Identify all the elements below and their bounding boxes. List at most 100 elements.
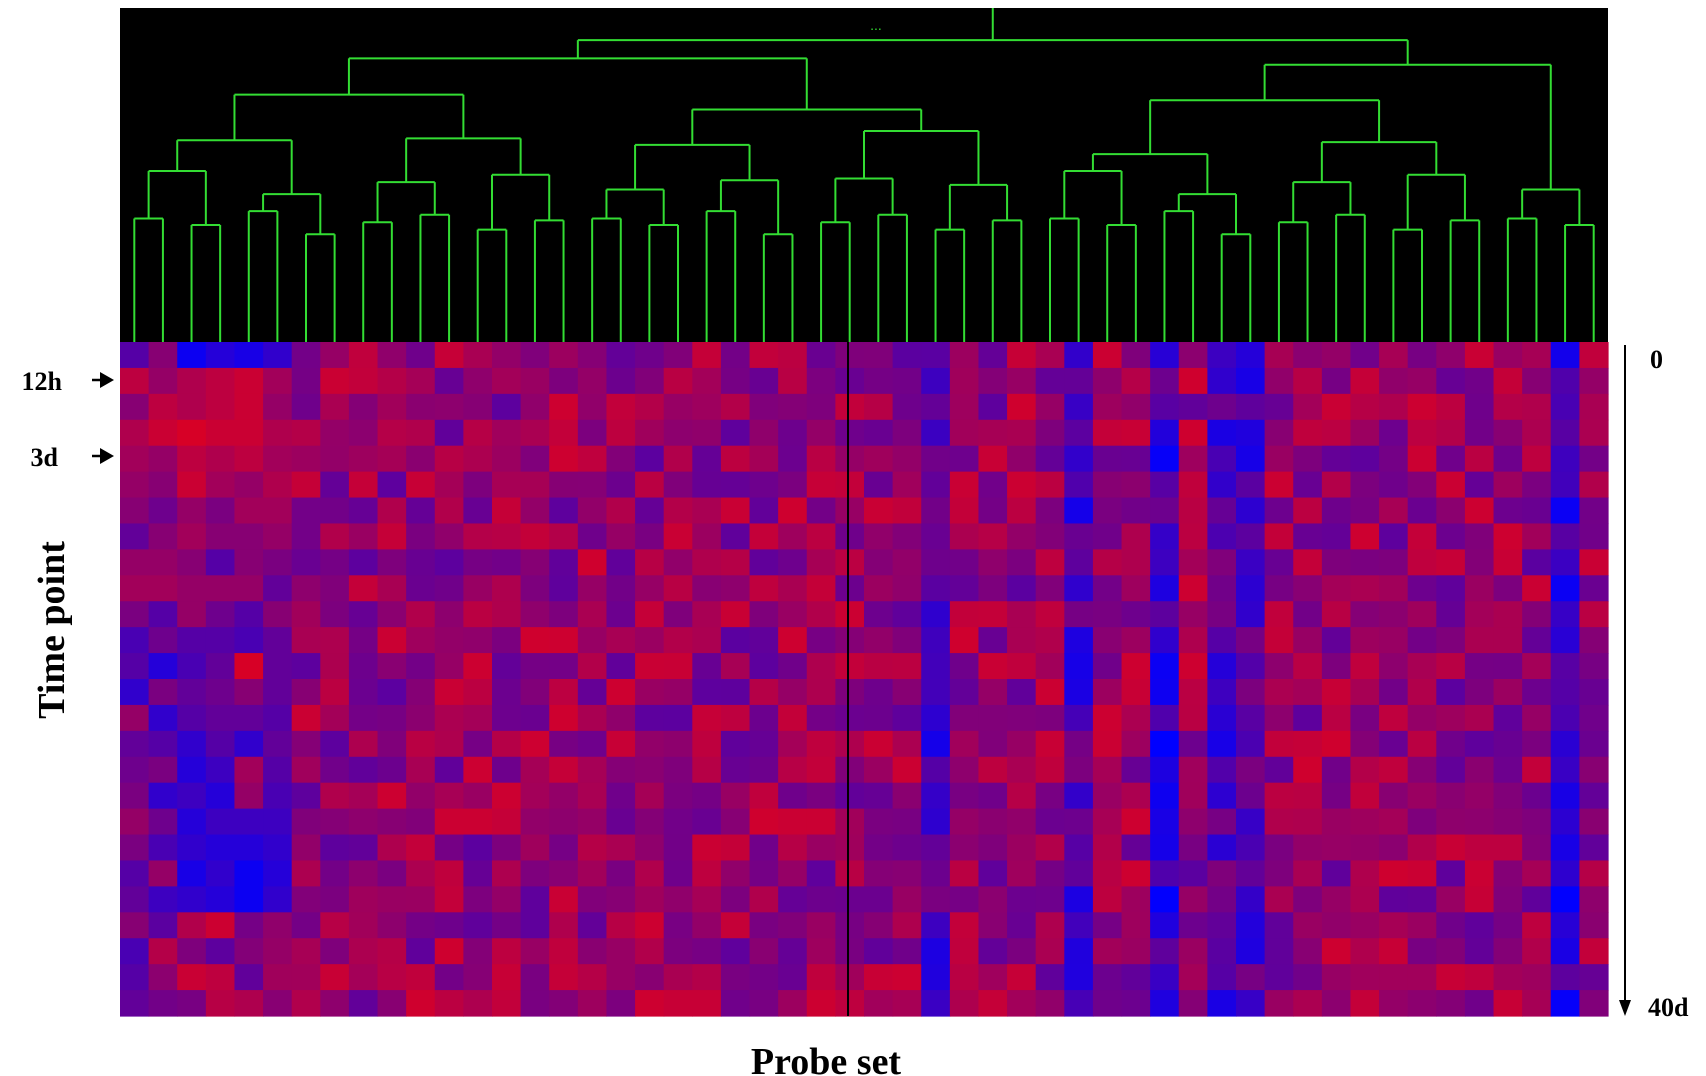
heatmap-cell bbox=[1293, 627, 1323, 654]
heatmap-cell bbox=[205, 730, 236, 758]
heatmap-cell bbox=[1092, 653, 1123, 680]
heatmap-cell bbox=[1035, 393, 1065, 421]
heatmap-cell bbox=[263, 964, 293, 991]
heatmap-cell bbox=[1436, 730, 1466, 758]
heatmap-cell bbox=[692, 342, 722, 369]
heatmap-cell bbox=[1550, 834, 1580, 862]
heatmap-cell bbox=[1550, 782, 1580, 810]
heatmap-cell bbox=[377, 782, 407, 810]
heatmap-cell bbox=[434, 912, 464, 939]
heatmap-cell bbox=[377, 912, 407, 939]
heatmap-cell bbox=[492, 419, 522, 447]
heatmap-cell bbox=[1236, 704, 1266, 732]
heatmap-cell bbox=[921, 419, 951, 447]
heatmap-cell bbox=[1436, 834, 1466, 862]
heatmap-cell bbox=[1379, 704, 1409, 732]
heatmap-cell bbox=[1379, 653, 1409, 680]
heatmap-cell bbox=[749, 445, 779, 473]
heatmap-cell bbox=[1321, 445, 1352, 473]
heatmap-cell bbox=[1464, 990, 1495, 1017]
heatmap-cell bbox=[406, 938, 436, 965]
heatmap-cell bbox=[520, 419, 550, 447]
heatmap-cell bbox=[1350, 393, 1380, 421]
heatmap-cell bbox=[1121, 549, 1151, 576]
heatmap-cell bbox=[749, 912, 779, 939]
heatmap-cell bbox=[1064, 575, 1094, 602]
heatmap-cell bbox=[463, 782, 493, 810]
heatmap-cell bbox=[1493, 575, 1523, 602]
heatmap-cell bbox=[749, 860, 779, 887]
heatmap-cell bbox=[177, 938, 207, 965]
heatmap-cell bbox=[1207, 471, 1237, 499]
heatmap-cell bbox=[1550, 938, 1580, 965]
heatmap-cell bbox=[549, 549, 579, 576]
heatmap-cell bbox=[635, 990, 665, 1017]
heatmap-cell bbox=[1264, 990, 1294, 1017]
heatmap-cell bbox=[577, 342, 608, 369]
heatmap-cell bbox=[434, 730, 464, 758]
heatmap-cell bbox=[1236, 601, 1266, 628]
heatmap-cell bbox=[1064, 964, 1094, 991]
heatmap-cell bbox=[520, 938, 550, 965]
heatmap-cell bbox=[577, 393, 608, 421]
heatmap-cells bbox=[120, 342, 1609, 1017]
heatmap-cell bbox=[263, 549, 293, 576]
heatmap-cell bbox=[1522, 834, 1552, 862]
heatmap-cell bbox=[949, 419, 980, 447]
heatmap-cell bbox=[263, 653, 293, 680]
heatmap-cell bbox=[1264, 523, 1294, 550]
heatmap-cell bbox=[320, 704, 350, 732]
heatmap-cell bbox=[406, 679, 436, 706]
heatmap-cell bbox=[921, 523, 951, 550]
heatmap-cell bbox=[520, 497, 550, 525]
heatmap-cell bbox=[663, 653, 693, 680]
heatmap-cell bbox=[1407, 445, 1437, 473]
heatmap-cell bbox=[1207, 575, 1237, 602]
heatmap-cell bbox=[692, 445, 722, 473]
heatmap-cell bbox=[1207, 990, 1237, 1017]
heatmap-cell bbox=[1150, 445, 1180, 473]
heatmap-cell bbox=[1264, 393, 1294, 421]
heatmap-cell bbox=[864, 704, 894, 732]
heatmap-cell bbox=[263, 860, 293, 887]
heatmap-cell bbox=[864, 445, 894, 473]
heatmap-cell bbox=[1236, 912, 1266, 939]
heatmap-cell bbox=[606, 782, 636, 810]
heatmap-cell bbox=[778, 679, 808, 706]
heatmap-cell bbox=[406, 523, 436, 550]
heatmap-cell bbox=[1321, 990, 1352, 1017]
heatmap-cell bbox=[120, 523, 150, 550]
heatmap-cell bbox=[1493, 834, 1523, 862]
heatmap-cell bbox=[177, 834, 207, 862]
heatmap-cell bbox=[949, 627, 980, 654]
heatmap-cell bbox=[377, 834, 407, 862]
heatmap-cell bbox=[1293, 964, 1323, 991]
heatmap-cell bbox=[1236, 367, 1266, 395]
heatmap-cell bbox=[1064, 834, 1094, 862]
heatmap-cell bbox=[1321, 601, 1352, 628]
heatmap-cell bbox=[806, 523, 836, 550]
heatmap-cell bbox=[577, 964, 608, 991]
heatmap-cell bbox=[635, 834, 665, 862]
heatmap-cell bbox=[806, 912, 836, 939]
heatmap-cell bbox=[1207, 497, 1237, 525]
heatmap-cell bbox=[1293, 704, 1323, 732]
heatmap-cell bbox=[148, 471, 178, 499]
heatmap-cell bbox=[892, 497, 922, 525]
heatmap-cell bbox=[1121, 575, 1151, 602]
heatmap-cell bbox=[921, 497, 951, 525]
heatmap-cell bbox=[1178, 912, 1208, 939]
heatmap-cell bbox=[291, 419, 321, 447]
heatmap-cell bbox=[892, 445, 922, 473]
heatmap-cell bbox=[1321, 627, 1352, 654]
heatmap-cell bbox=[1092, 393, 1123, 421]
heatmap-cell bbox=[463, 730, 493, 758]
heatmap-cell bbox=[1178, 575, 1208, 602]
heatmap-cell bbox=[1350, 938, 1380, 965]
heatmap-cell bbox=[1550, 808, 1580, 836]
heatmap-cell bbox=[577, 549, 608, 576]
heatmap-cell bbox=[921, 938, 951, 965]
heatmap-cell bbox=[892, 964, 922, 991]
heatmap-cell bbox=[892, 575, 922, 602]
heatmap-cell bbox=[1522, 808, 1552, 836]
